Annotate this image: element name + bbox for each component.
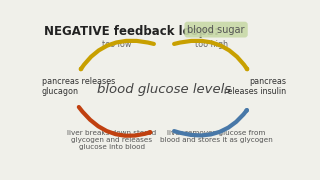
Text: blood glucose levels: blood glucose levels [97, 83, 231, 96]
Text: liver breaks down stored
glycogen and releases
glucose into blood: liver breaks down stored glycogen and re… [67, 130, 156, 150]
Text: NEGATIVE feedback loops:: NEGATIVE feedback loops: [44, 25, 219, 38]
FancyArrowPatch shape [79, 107, 150, 136]
Text: too low: too low [102, 40, 132, 49]
Text: pancreas
releases insulin: pancreas releases insulin [224, 76, 286, 96]
Text: pancreas releases
glucagon: pancreas releases glucagon [42, 76, 115, 96]
Text: liver removes glucose from
blood and stores it as glycogen: liver removes glucose from blood and sto… [160, 130, 272, 143]
FancyArrowPatch shape [174, 110, 247, 136]
FancyArrowPatch shape [174, 41, 247, 69]
Text: blood sugar: blood sugar [187, 25, 245, 35]
FancyArrowPatch shape [81, 41, 154, 69]
Text: too high: too high [195, 40, 228, 49]
